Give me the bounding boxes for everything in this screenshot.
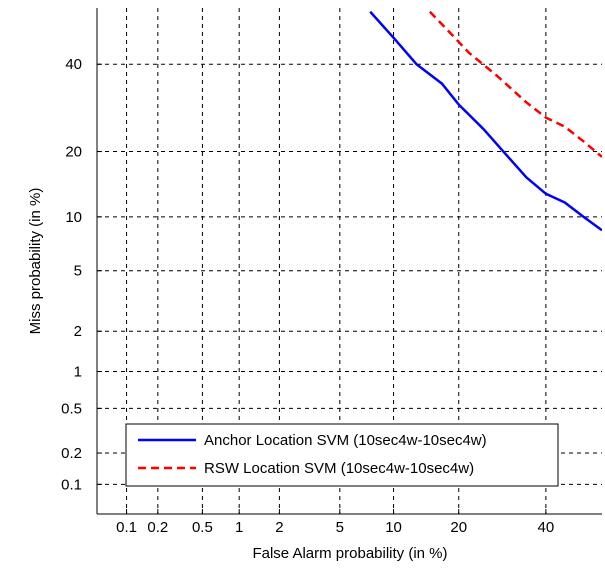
y-tick-label: 0.5 [61,400,82,417]
y-tick-label: 20 [65,144,82,161]
x-tick-label: 5 [336,519,344,536]
y-ticks: 0.1 0.2 0.5 1 2 5 10 20 40 [61,56,102,493]
x-tick-label: 10 [385,519,402,536]
y-tick-label: 5 [74,263,82,280]
legend-box [125,423,559,487]
y-tick-label: 0.2 [61,445,82,462]
x-tick-label: 2 [275,519,283,536]
x-tick-label: 0.2 [147,519,168,536]
series-line-anchor [369,10,602,232]
x-tick-label: 0.5 [192,519,213,536]
legend-label-anchor: Anchor Location SVM (10sec4w-10sec4w) [204,432,487,449]
x-tick-label: 40 [538,519,555,536]
y-axis-label: Miss probability (in %) [27,188,44,335]
series-line-rsw [428,10,602,158]
x-ticks: 0.1 0.2 0.5 1 2 5 10 20 40 [116,509,554,536]
x-tick-label: 20 [450,519,467,536]
y-tick-label: 10 [65,209,82,226]
x-tick-label: 0.1 [116,519,137,536]
legend-label-rsw: RSW Location SVM (10sec4w-10sec4w) [204,460,474,477]
y-tick-label: 1 [74,364,82,381]
x-axis-label: False Alarm probability (in %) [252,545,447,562]
legend: Anchor Location SVM (10sec4w-10sec4w) RS… [125,423,559,487]
x-tick-label: 1 [235,519,243,536]
y-tick-label: 40 [65,56,82,73]
y-tick-label: 0.1 [61,476,82,493]
y-tick-label: 2 [74,323,82,340]
series-group [369,10,602,232]
